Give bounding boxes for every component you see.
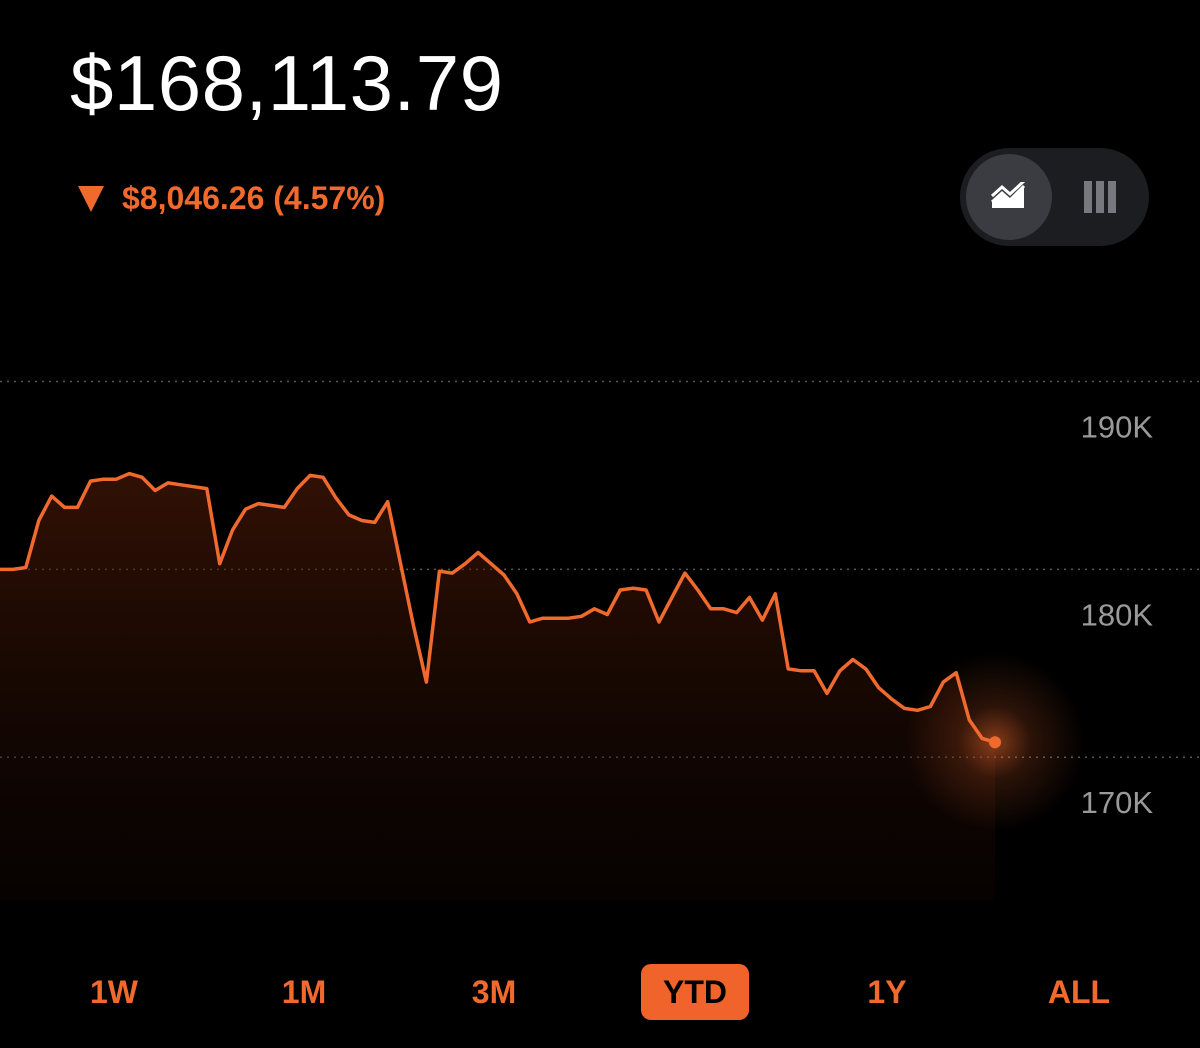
range-1y[interactable]: 1Y bbox=[867, 973, 907, 1010]
current-point-marker bbox=[989, 736, 1001, 749]
range-3m[interactable]: 3M bbox=[471, 973, 517, 1010]
portfolio-value: $168,113.79 bbox=[70, 39, 504, 127]
series-area bbox=[0, 473, 995, 900]
chart-type-toggle[interactable] bbox=[960, 148, 1149, 246]
change-amount: $8,046.26 (4.57%) bbox=[122, 180, 386, 216]
range-ytd[interactable]: YTD bbox=[641, 964, 749, 1020]
time-range-selector: 1W 1M 3M YTD 1Y ALL bbox=[0, 964, 1200, 1020]
line-chart-icon bbox=[990, 182, 1026, 208]
bar-chart-icon bbox=[1084, 181, 1116, 213]
y-tick-label: 180K bbox=[1081, 597, 1154, 632]
bar-chart-option[interactable] bbox=[1057, 154, 1143, 240]
range-1w[interactable]: 1W bbox=[90, 973, 138, 1010]
range-all[interactable]: ALL bbox=[1047, 973, 1111, 1010]
y-tick-label: 190K bbox=[1081, 410, 1154, 445]
series-line bbox=[0, 471, 997, 744]
change-row: $8,046.26 (4.57%) bbox=[78, 180, 385, 217]
y-tick-label: 170K bbox=[1081, 785, 1154, 820]
down-triangle-icon bbox=[78, 185, 104, 212]
range-1m[interactable]: 1M bbox=[281, 973, 327, 1010]
portfolio-chart: 190K 180K 170K bbox=[0, 380, 1200, 900]
line-chart-option[interactable] bbox=[966, 154, 1052, 240]
